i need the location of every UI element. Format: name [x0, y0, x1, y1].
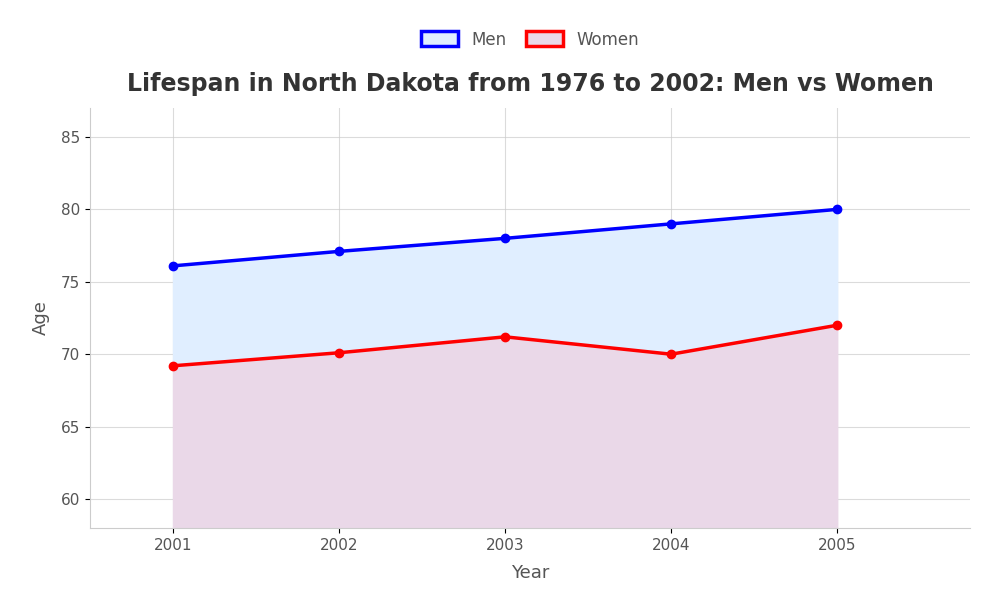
Y-axis label: Age: Age: [32, 301, 50, 335]
X-axis label: Year: Year: [511, 564, 549, 582]
Legend: Men, Women: Men, Women: [414, 24, 646, 55]
Title: Lifespan in North Dakota from 1976 to 2002: Men vs Women: Lifespan in North Dakota from 1976 to 20…: [127, 73, 933, 97]
